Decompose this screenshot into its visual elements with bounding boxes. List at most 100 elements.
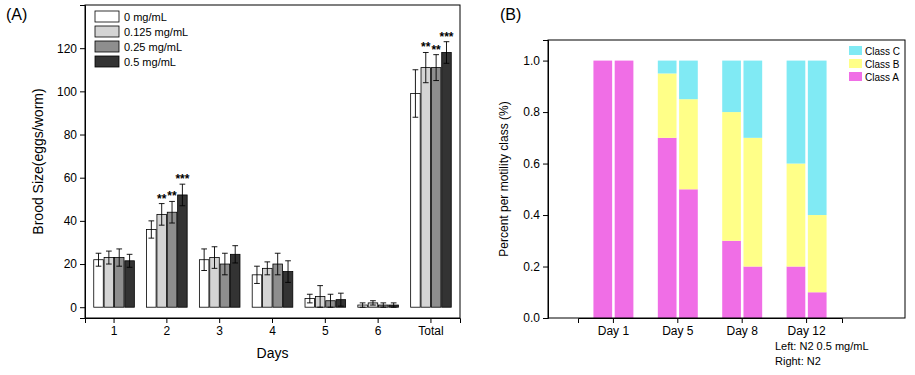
x-tick-label: Day 5 [662, 324, 694, 338]
error-bar [159, 204, 165, 226]
error-bar [275, 253, 281, 275]
bar [431, 68, 441, 308]
x-tick-mark [325, 318, 326, 323]
bar-segment [658, 61, 677, 74]
significance-label: ** [421, 40, 431, 54]
error-bar [169, 201, 175, 223]
significance-label: ** [431, 43, 441, 57]
error-bar [413, 70, 419, 117]
legend-swatch [95, 11, 119, 22]
error-bar [232, 246, 238, 263]
bar-segment [679, 189, 698, 318]
series [125, 42, 451, 308]
y-tick-label: 0.8 [523, 105, 540, 119]
bar-segment [722, 112, 741, 241]
x-tick: 2 [164, 318, 171, 338]
bar-segment [722, 61, 741, 112]
legend-swatch [95, 41, 119, 52]
y-tick-mark [80, 91, 85, 92]
x-tick-mark [272, 318, 273, 323]
bar-segment [593, 61, 612, 318]
error-bar [380, 303, 386, 307]
bar-segment [743, 267, 762, 318]
error-bar [307, 294, 313, 303]
annotation: Right: N2 [775, 355, 821, 367]
bar [157, 214, 167, 307]
x-tick-label: 6 [375, 324, 382, 338]
error-bar [317, 286, 323, 308]
bar-segment [743, 138, 762, 267]
y-tick-label: 120 [57, 42, 77, 56]
error-bar [444, 42, 450, 64]
y-tick-mark [543, 61, 548, 62]
significance-label: ** [167, 189, 177, 203]
y-tick-mark [543, 215, 548, 216]
x-axis: Day 1 Day 5 Day 8 Day 12 [579, 318, 843, 338]
legend-item: 0.25 mg/mL [95, 41, 182, 53]
significance-labels: ************** [157, 30, 454, 206]
legend-swatch [849, 46, 862, 55]
error-bar [370, 301, 376, 305]
error-bar [285, 261, 291, 283]
x-tick: Day 12 [788, 318, 826, 338]
y-tick: 1.0 [523, 54, 548, 68]
x-tick: 3 [216, 318, 223, 338]
y-tick-mark [80, 221, 85, 222]
x-tick-label: Total [418, 324, 443, 338]
bar-segment [679, 61, 698, 100]
bar-segment [787, 61, 806, 164]
x-tick: 4 [269, 318, 276, 338]
y-axis-title: Brood Size(eggs/worm) [30, 88, 46, 234]
error-bar [423, 52, 429, 82]
annotation: Left: N2 0.5 mg/mL [775, 340, 869, 352]
y-axis: 0.00.20.40.60.81.0 [523, 41, 548, 326]
x-tick-mark [613, 318, 614, 323]
x-tick-label: 2 [164, 324, 171, 338]
bar-segment [808, 292, 827, 318]
y-tick-label: 1.0 [523, 54, 540, 68]
x-tick-mark [806, 318, 807, 323]
x-tick-mark [114, 318, 115, 323]
legend-swatch [849, 59, 862, 68]
bar [125, 261, 135, 307]
error-bar [360, 303, 366, 307]
legend-item: Class C [849, 46, 900, 57]
y-tick: 0 [70, 301, 85, 315]
x-tick: 1 [111, 318, 118, 338]
legend-label: Class C [865, 46, 900, 57]
legend-item: Class A [849, 72, 899, 83]
legend-label: 0 mg/mL [124, 11, 167, 23]
significance-label: *** [439, 30, 453, 44]
error-bar [201, 249, 207, 271]
y-tick-mark [80, 264, 85, 265]
y-tick: 60 [64, 171, 85, 185]
x-tick-label: Day 1 [598, 324, 630, 338]
plot-frame [85, 5, 460, 318]
y-tick: 40 [64, 214, 85, 228]
legend-item: 0 mg/mL [95, 11, 167, 23]
panel-label: (A) [6, 6, 27, 23]
plot-area [593, 61, 826, 318]
y-axis-title: Percent per motility class (%) [497, 101, 511, 256]
plot-area [94, 42, 451, 308]
series [114, 55, 440, 308]
legend: 0 mg/mL0.125 mg/mL0.25 mg/mL0.5 mg/mL [95, 11, 188, 68]
bar [442, 52, 452, 307]
y-axis: 020406080100120 [57, 6, 86, 319]
legend-label: Class B [865, 59, 900, 70]
panel-label: (B) [500, 6, 521, 23]
error-bar [433, 55, 439, 81]
y-tick-mark [80, 135, 85, 136]
x-tick-label: Day 8 [727, 324, 759, 338]
series [94, 70, 420, 307]
x-tick-mark [677, 318, 678, 323]
bar-segment [808, 61, 827, 215]
bar [94, 260, 104, 307]
legend-swatch [95, 56, 119, 67]
series [104, 52, 430, 307]
bar-segment [593, 60, 612, 61]
x-tick: Day 5 [662, 318, 694, 338]
x-tick-mark [219, 318, 220, 323]
bar-segment [743, 61, 762, 138]
x-tick-label: Day 12 [788, 324, 826, 338]
